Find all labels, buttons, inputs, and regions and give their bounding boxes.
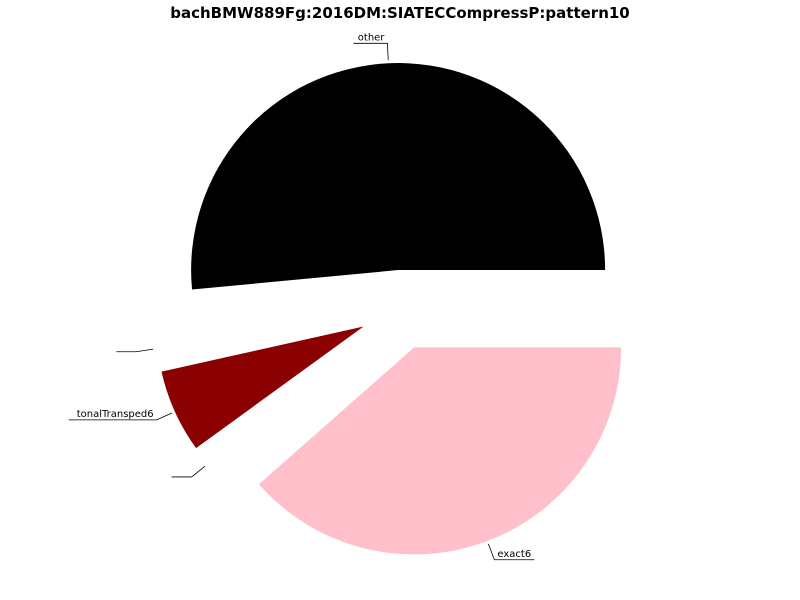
slice-label-4: exact6 [497, 549, 531, 560]
pie-slice-4 [258, 347, 622, 555]
leader-line-4 [487, 543, 535, 561]
leader-line-1 [116, 348, 154, 353]
pie-slice-0 [191, 63, 606, 290]
chart-title: bachBMW889Fg:2016DM:SIATECCompressP:patt… [170, 4, 630, 22]
pie-slice-3 [201, 335, 369, 472]
leader-line-3 [171, 465, 206, 478]
pie-labels: other tonalTransped6 exact6 [68, 32, 535, 561]
pie-slice-1 [154, 316, 361, 362]
pie-slice-2 [161, 326, 364, 449]
leader-line-2 [68, 412, 173, 421]
slice-label-2: tonalTransped6 [77, 409, 154, 420]
leader-line-0 [353, 42, 389, 61]
slice-label-0: other [358, 32, 386, 43]
pie-slices [154, 63, 622, 555]
